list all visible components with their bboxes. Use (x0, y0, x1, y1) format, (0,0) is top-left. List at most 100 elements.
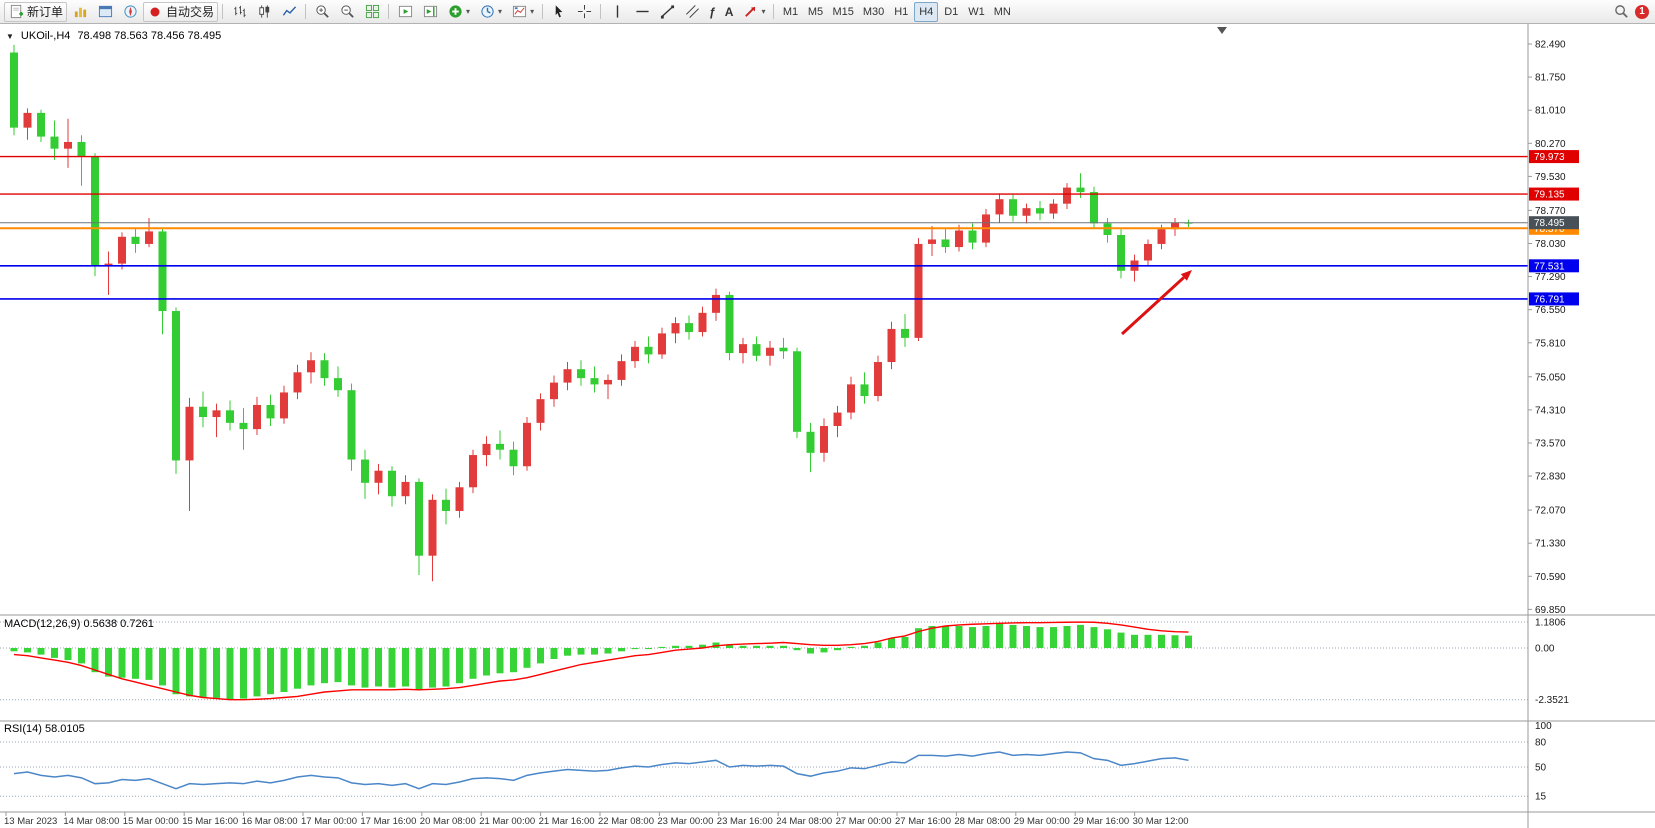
svg-text:79.135: 79.135 (1534, 190, 1565, 201)
vertical-line-tool-button[interactable] (605, 2, 629, 22)
auto-scroll-icon (397, 4, 413, 20)
candlestick (617, 354, 626, 386)
svg-text:17 Mar 00:00: 17 Mar 00:00 (301, 816, 357, 827)
candlestick (995, 193, 1004, 223)
new-order-button[interactable]: 新订单 (4, 1, 68, 22)
vertical-line-icon (609, 4, 625, 20)
toolbar-separator (222, 4, 224, 19)
tile-windows-button[interactable] (360, 2, 384, 22)
candlestick (509, 441, 518, 476)
arrows-tool-button[interactable]: ▾ (738, 2, 769, 22)
trendline-tool-button[interactable] (655, 2, 679, 22)
fibonacci-tool-button[interactable]: ƒ (705, 2, 720, 22)
trend-arrow-annotation[interactable] (1120, 270, 1192, 336)
svg-text:1.1806: 1.1806 (1535, 618, 1566, 629)
bid-price-tag (1529, 216, 1579, 230)
new-order-label: 新订单 (27, 5, 64, 19)
candlestick (131, 228, 140, 253)
svg-text:77.290: 77.290 (1535, 272, 1566, 283)
candlestick (50, 120, 59, 160)
templates-button[interactable]: ▾ (507, 2, 538, 22)
timeframe-M15-button[interactable]: M15 (828, 2, 857, 22)
candlestick (833, 405, 842, 438)
chart-canvas[interactable]: 79.97379.13578.37077.53176.79178.49582.4… (0, 24, 1655, 828)
price-level-tag (1529, 259, 1579, 273)
price-level-line[interactable]: 77.531 (0, 259, 1579, 273)
timeframe-W1-button[interactable]: W1 (964, 2, 989, 22)
indicators-button[interactable]: ▾ (443, 2, 474, 22)
svg-text:27 Mar 16:00: 27 Mar 16:00 (895, 816, 951, 827)
svg-text:75.050: 75.050 (1535, 372, 1566, 383)
market-watch-button[interactable] (68, 2, 92, 22)
timeframe-MN-button[interactable]: MN (990, 2, 1015, 22)
search-icon[interactable] (1613, 4, 1629, 20)
toolbar-right-group: 1 (1613, 4, 1651, 20)
toolbar-separator (388, 4, 390, 19)
candlestick (388, 466, 396, 507)
notification-badge[interactable]: 1 (1635, 4, 1649, 19)
timeframe-H1-button[interactable]: H1 (889, 2, 913, 22)
channel-tool-button[interactable] (680, 2, 704, 22)
tile-windows-icon (364, 4, 380, 20)
horizontal-line-icon (634, 4, 650, 20)
timeframe-H4-button[interactable]: H4 (914, 1, 939, 22)
timeframe-M30-button[interactable]: M30 (859, 2, 888, 22)
price-level-line[interactable]: 79.973 (0, 150, 1579, 164)
candlestick (563, 362, 572, 391)
svg-text:70.590: 70.590 (1535, 572, 1566, 583)
candlestick (23, 108, 32, 140)
svg-text:15 Mar 16:00: 15 Mar 16:00 (182, 816, 238, 827)
timeframe-M1-button[interactable]: M1 (778, 2, 802, 22)
candlestick-mode-button[interactable] (252, 2, 276, 22)
candlestick (874, 355, 882, 402)
chevron-down-icon: ▾ (761, 6, 766, 16)
candlestick (523, 417, 531, 471)
bar-chart-mode-button[interactable] (227, 2, 251, 22)
svg-text:28 Mar 08:00: 28 Mar 08:00 (954, 816, 1010, 827)
auto-trading-button[interactable]: 自动交易 (143, 1, 219, 22)
chart-shift-button[interactable] (418, 2, 442, 22)
horizontal-line-tool-button[interactable] (630, 2, 654, 22)
candlestick (968, 223, 977, 250)
candlestick (77, 135, 86, 186)
cursor-tool-button[interactable] (547, 2, 571, 22)
chevron-down-icon: ▾ (498, 6, 503, 16)
auto-scroll-button[interactable] (393, 2, 417, 22)
periods-button[interactable]: ▾ (475, 2, 506, 22)
candlestick (887, 321, 896, 370)
navigator-button[interactable] (118, 2, 142, 22)
candlestick (212, 403, 221, 438)
toolbar-separator (600, 4, 602, 19)
price-level-line[interactable]: 78.370 (0, 221, 1579, 235)
svg-text:100: 100 (1535, 721, 1552, 732)
new-order-icon (8, 4, 24, 20)
crosshair-tool-button[interactable] (572, 2, 596, 22)
price-level-line[interactable]: 76.791 (0, 292, 1579, 306)
price-axis[interactable]: 82.490 81.750 81.010 80.270 79.530 78.770 78.0… (1528, 40, 1566, 616)
svg-text:78.370: 78.370 (1534, 224, 1565, 235)
data-window-button[interactable] (93, 2, 117, 22)
text-tool-button[interactable]: A (721, 2, 738, 22)
text-tool-icon: A (724, 4, 734, 19)
candlestick (658, 327, 666, 359)
chart-shift-marker[interactable] (1217, 27, 1227, 34)
toolbar-separator (305, 4, 307, 19)
time-axis[interactable]: 13 Mar 2023 14 Mar 08:00 15 Mar 00:00 15 Ma… (4, 812, 1189, 827)
timeframe-D1-button[interactable]: D1 (939, 2, 963, 22)
zoom-out-button[interactable] (335, 2, 359, 22)
candlestick (185, 397, 194, 511)
zoom-in-button[interactable] (310, 2, 334, 22)
indicator-axes[interactable]: 1.1806 0.00 -2.3521 100 80 50 15 (1535, 618, 1569, 803)
candlestick (428, 494, 437, 582)
candlestick (1184, 219, 1193, 227)
rsi-line (13, 751, 1189, 790)
candlestick (725, 291, 734, 361)
chart-workspace: 79.973 79.135 78.370 77.531 76.791 78.495 82.4… (0, 24, 1655, 828)
svg-text:79.973: 79.973 (1534, 152, 1565, 163)
timeframe-M5-button[interactable]: M5 (803, 2, 827, 22)
candlestick (644, 336, 653, 364)
candlestick (361, 449, 369, 499)
price-level-line[interactable]: 79.135 (0, 187, 1579, 201)
template-icon (511, 4, 527, 20)
line-chart-mode-button[interactable] (277, 2, 301, 22)
